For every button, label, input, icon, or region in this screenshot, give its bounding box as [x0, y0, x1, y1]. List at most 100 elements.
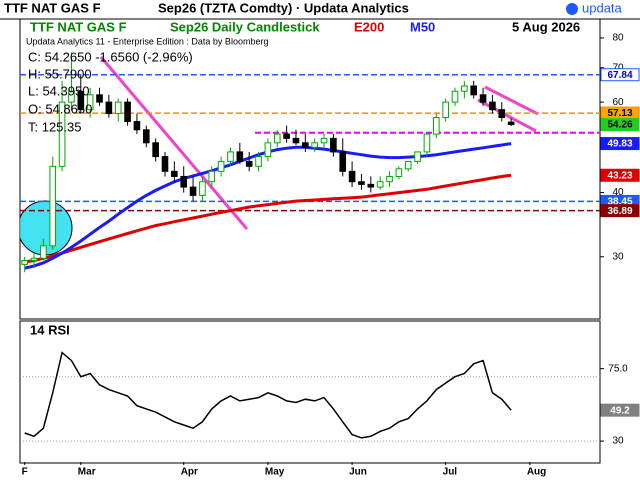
candle-body — [86, 94, 94, 111]
candle-body — [320, 137, 328, 144]
trend-line — [99, 56, 249, 230]
candle-body — [49, 165, 57, 247]
price-marker — [600, 68, 640, 82]
candle-body — [283, 133, 290, 139]
legend-subtitle: Sep26 Daily Candlestick — [170, 19, 320, 34]
price-marker-label: 49.2 — [610, 405, 630, 416]
price-marker-label: 57.13 — [607, 108, 632, 119]
price-marker-label: 36.89 — [607, 206, 632, 217]
candle-body — [124, 101, 131, 123]
price-marker-label: 67.84 — [607, 70, 632, 81]
x-tick-label: Jun — [349, 467, 367, 478]
y-tick-label: 30 — [612, 436, 624, 447]
candle-body — [498, 109, 506, 119]
rsi-title: 14 RSI — [30, 322, 70, 337]
x-tick-label: May — [265, 467, 285, 478]
trend-line — [477, 98, 537, 133]
moving-average — [24, 173, 512, 264]
rsi-panel — [19, 320, 601, 464]
trend-line — [484, 85, 539, 116]
price-marker — [600, 403, 640, 417]
candle-body — [236, 151, 244, 162]
y-tick-label: 75.0 — [608, 363, 628, 374]
window-subtitle: Sep26 (TZTA Comdty) · Updata Analytics — [158, 0, 409, 15]
price-marker — [600, 118, 640, 132]
y-tick-label: 60 — [612, 97, 624, 108]
main-plot — [20, 52, 600, 273]
candle-body — [423, 133, 431, 153]
candle-body — [367, 183, 375, 188]
price-marker — [600, 137, 640, 151]
candle-body — [40, 245, 47, 259]
candle-body — [68, 90, 75, 103]
price-marker-label: 38.45 — [607, 197, 632, 208]
candle-body — [348, 170, 356, 183]
y-tick-label: 70 — [612, 62, 624, 73]
candle-body — [77, 90, 85, 111]
legend-title: TTF NAT GAS F — [30, 19, 127, 34]
candle-body — [470, 85, 478, 96]
candle-body — [161, 156, 169, 172]
price-marker-label: 43.23 — [607, 170, 632, 181]
candle-body — [339, 151, 347, 172]
candle-body — [292, 137, 300, 144]
x-tick-label: Aug — [527, 467, 546, 478]
candle-body — [489, 101, 496, 111]
info-close: C: 54.2650 -1.6560 (-2.96%) — [28, 49, 193, 64]
candle-body — [58, 101, 66, 167]
x-tick-label: Apr — [181, 467, 198, 478]
candle-body — [461, 85, 468, 92]
price-marker — [600, 204, 640, 218]
candle-body — [479, 94, 487, 103]
x-tick-label: F — [22, 467, 28, 478]
candle-body — [189, 186, 197, 196]
y-tick-label: 40 — [612, 187, 624, 198]
candle-body — [264, 142, 272, 158]
info-open: O: 54.8650 — [28, 101, 92, 116]
candle-body — [273, 133, 281, 144]
price-marker-label: 54.26 — [607, 120, 632, 131]
y-tick-label: 30 — [612, 251, 624, 262]
data-source: Updata Analytics 11 - Enterprise Edition… — [26, 36, 268, 46]
candle-body — [376, 181, 384, 188]
candle-body — [395, 168, 403, 177]
price-marker — [600, 168, 640, 182]
y-tick-label: 80 — [612, 33, 624, 44]
logo: updata — [582, 0, 623, 15]
candle-body — [208, 170, 216, 183]
candle-body — [302, 142, 309, 148]
candle-body — [133, 121, 141, 131]
candle-body — [105, 101, 113, 115]
chart-date: 5 Aug 2026 — [512, 19, 580, 34]
candle-body — [414, 151, 421, 162]
logo-icon — [566, 3, 578, 15]
candle-body — [358, 181, 365, 185]
candle-body — [451, 90, 459, 103]
candle-body — [227, 151, 234, 162]
candle-body — [217, 160, 225, 172]
candle-body — [199, 181, 206, 196]
candle-body — [114, 101, 122, 115]
rsi-plot — [20, 351, 600, 442]
candle-body — [311, 142, 318, 148]
legend-e200: E200 — [354, 19, 384, 34]
info-high: H: 55.7900 — [28, 66, 92, 81]
candle-body — [152, 142, 159, 158]
candle-body — [96, 94, 103, 103]
legend-m50: M50 — [410, 19, 435, 34]
candle-body — [330, 137, 337, 153]
candle-body — [507, 121, 515, 126]
candle-body — [142, 129, 150, 144]
candle-body — [30, 257, 38, 262]
candle-body — [442, 101, 449, 119]
price-marker-label: 49.83 — [607, 139, 632, 150]
candle-body — [171, 170, 178, 177]
candle-body — [404, 160, 412, 170]
candle-body — [432, 117, 440, 135]
candle-body — [180, 175, 188, 188]
info-low: L: 54.3950 — [28, 83, 89, 98]
rsi-line — [24, 351, 512, 439]
candle-body — [245, 160, 253, 167]
